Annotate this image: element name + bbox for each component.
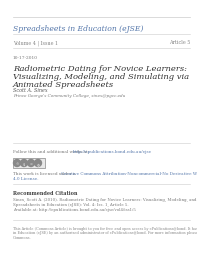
- Text: Visualizing, Modeling, and Simulating via: Visualizing, Modeling, and Simulating vi…: [13, 73, 189, 81]
- Text: This work is licensed under a: This work is licensed under a: [13, 171, 77, 175]
- Text: Radiometric Dating for Novice Learners:: Radiometric Dating for Novice Learners:: [13, 65, 187, 73]
- Bar: [13, 158, 45, 168]
- Text: Spreadsheets in Education (eJSE): Vol. 4: Iss. 1, Article 5.: Spreadsheets in Education (eJSE): Vol. 4…: [13, 202, 129, 206]
- Text: Article 5: Article 5: [169, 40, 190, 45]
- Text: Available at: http://epublications.bond.edu.au/ejse/vol4/iss1/5: Available at: http://epublications.bond.…: [13, 207, 136, 211]
- Text: Volume 4 | Issue 1: Volume 4 | Issue 1: [13, 40, 58, 45]
- Text: Creative Commons Attribution-Noncommercial-No Derivative Works: Creative Commons Attribution-Noncommerci…: [61, 171, 197, 175]
- Text: Recommended Citation: Recommended Citation: [13, 190, 77, 195]
- Text: 10-17-2010: 10-17-2010: [13, 56, 38, 60]
- Text: =: =: [30, 161, 33, 165]
- Text: in Education (eJSE) by an authorized administrator of ePublications@bond. For mo: in Education (eJSE) by an authorized adm…: [13, 231, 197, 235]
- Text: ◎: ◎: [36, 161, 40, 165]
- Text: Follow this and additional works at:: Follow this and additional works at:: [13, 149, 90, 153]
- Text: $: $: [23, 161, 25, 165]
- Circle shape: [14, 160, 20, 167]
- Circle shape: [28, 160, 34, 167]
- Text: Commons.: Commons.: [13, 235, 32, 239]
- Text: ©: ©: [15, 161, 19, 165]
- Circle shape: [34, 160, 42, 167]
- Text: Scott A. Sinex: Scott A. Sinex: [13, 88, 48, 93]
- Text: 4.0 License.: 4.0 License.: [13, 176, 38, 180]
- Text: Animated Spreadsheets: Animated Spreadsheets: [13, 81, 114, 89]
- Text: This Article (Commons Article) is brought to you for free and open access by ePu: This Article (Commons Article) is brough…: [13, 226, 197, 230]
- Text: Prince George's Community College, sinex@pgcc.edu: Prince George's Community College, sinex…: [13, 94, 125, 98]
- Text: http://epublications.bond.edu.au/ejse: http://epublications.bond.edu.au/ejse: [73, 149, 152, 153]
- Text: Spreadsheets in Education (eJSE): Spreadsheets in Education (eJSE): [13, 25, 143, 33]
- Text: Sinex, Scott A. (2010). Radiometric Dating for Novice Learners: Visualizing, Mod: Sinex, Scott A. (2010). Radiometric Dati…: [13, 197, 197, 201]
- Circle shape: [20, 160, 28, 167]
